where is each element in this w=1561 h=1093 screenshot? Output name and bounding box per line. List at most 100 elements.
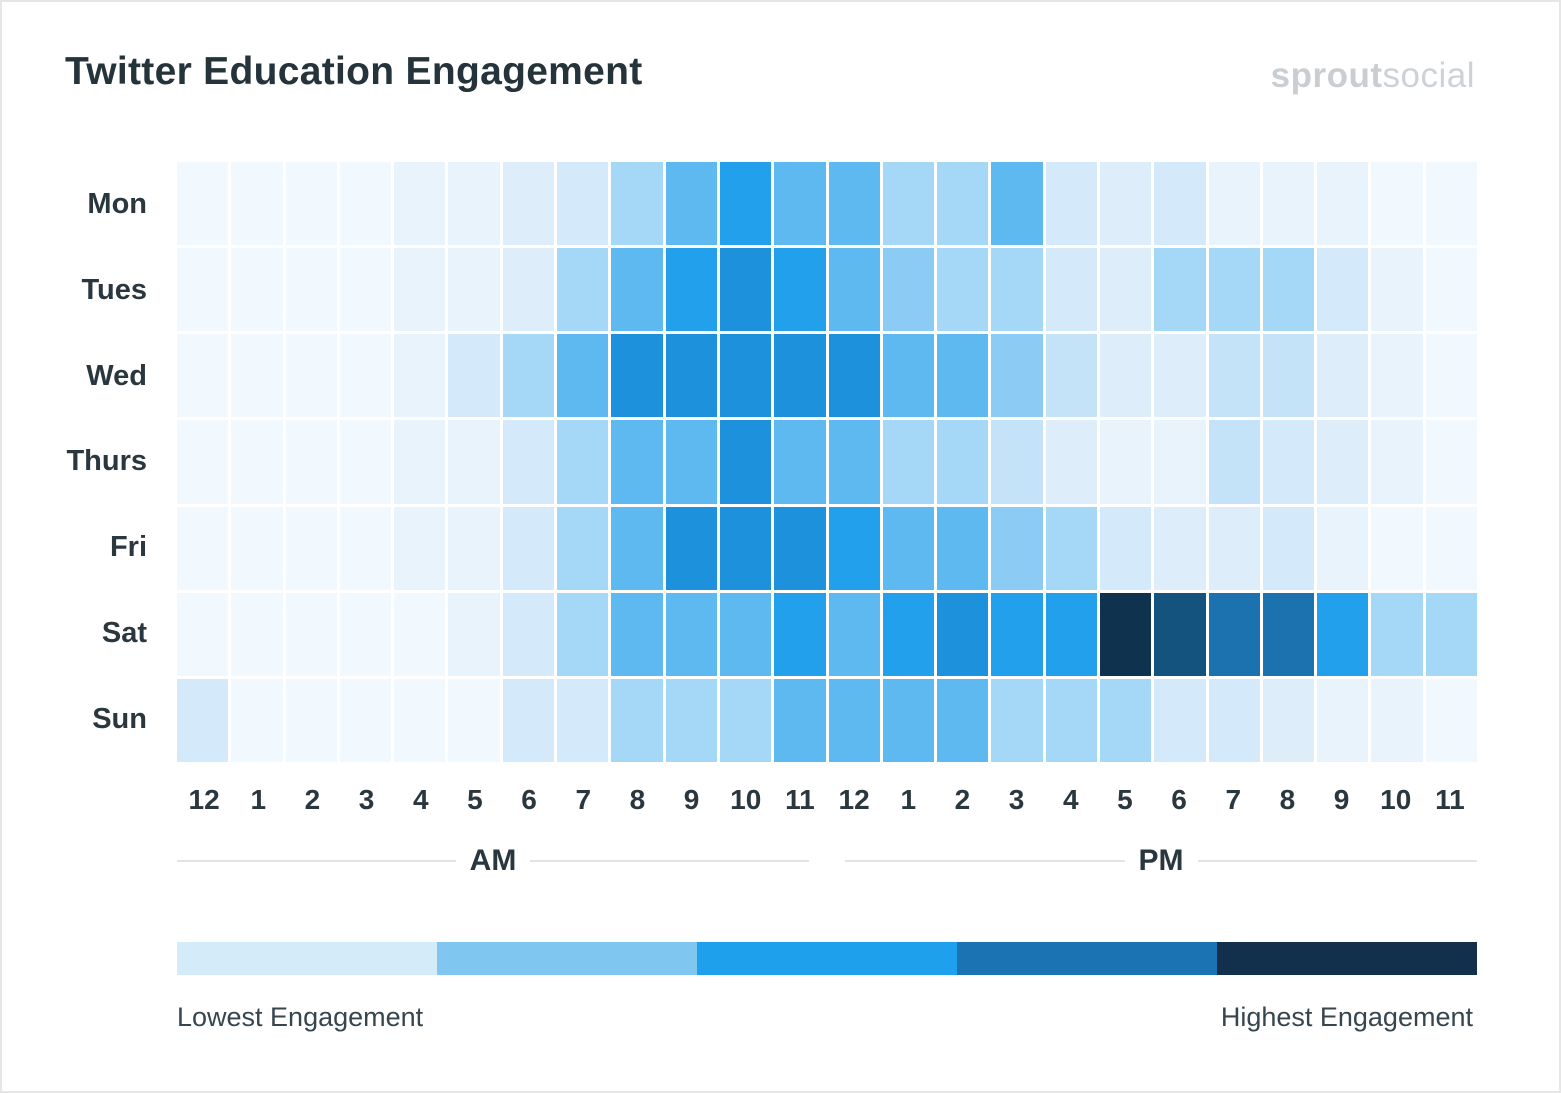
hour-label: 7: [575, 784, 592, 815]
heatmap-cell: [1208, 678, 1260, 762]
heatmap-cell: [1154, 248, 1206, 332]
heatmap-cell: [991, 592, 1043, 676]
heatmap-cell: [828, 678, 880, 762]
period-axis: AM PM: [177, 840, 1477, 882]
heatmap-cell: [1099, 506, 1152, 590]
heatmap-cell: [1045, 162, 1097, 246]
hour-label: 5: [1117, 784, 1133, 815]
heatmap-cell: [882, 506, 935, 590]
hour-label: 7: [1225, 784, 1242, 815]
heatmap-cell: [991, 678, 1043, 762]
heatmap-cell: [774, 162, 826, 246]
heatmap-cell: [177, 592, 229, 676]
heatmap-cell: [611, 420, 663, 504]
heatmap: [177, 162, 1477, 762]
heatmap-cell: [719, 162, 772, 246]
heatmap-cell: [882, 334, 935, 418]
heatmap-cell: [285, 506, 337, 590]
heatmap-cell: [828, 420, 880, 504]
heatmap-cell: [394, 248, 446, 332]
heatmap-cell: [611, 162, 663, 246]
day-label: Sat: [101, 616, 147, 649]
hour-label: 6: [1171, 784, 1187, 815]
am-period: AM: [177, 840, 809, 882]
heatmap-cell: [828, 334, 880, 418]
heatmap-cell: [285, 334, 337, 418]
am-divider-line: [177, 860, 456, 862]
day-label: Sun: [92, 702, 147, 735]
heatmap-cell: [557, 162, 609, 246]
heatmap-cell: [774, 420, 826, 504]
heatmap-cell: [1045, 678, 1097, 762]
heatmap-cell: [1425, 678, 1477, 762]
hour-label: 1: [250, 784, 267, 815]
hour-axis: 12 1 2 3 4 5 6 7 8 9 10 11 12 1 2 3 4 5 6 7 8 9 10 11: [177, 784, 1477, 816]
heatmap-cell: [394, 678, 446, 762]
heatmap-cell: [828, 592, 880, 676]
heatmap-cell: [231, 420, 283, 504]
hour-label: 5: [467, 784, 483, 815]
heatmap-cell: [1154, 420, 1206, 504]
heatmap-cell: [1045, 420, 1097, 504]
heatmap-cell: [611, 248, 663, 332]
heatmap-cell: [339, 420, 392, 504]
heatmap-cell: [937, 248, 989, 332]
heatmap-cell: [339, 162, 392, 246]
heatmap-cell: [774, 248, 826, 332]
heatmap-cell: [1317, 248, 1369, 332]
hour-label: 4: [412, 784, 429, 815]
heatmap-cell: [394, 420, 446, 504]
heatmap-cell: [1099, 678, 1152, 762]
heatmap-cell: [231, 248, 283, 332]
heatmap-cell: [1371, 162, 1423, 246]
hour-label: 2: [954, 784, 971, 815]
heatmap-cell: [1099, 248, 1152, 332]
heatmap-cell: [1262, 678, 1315, 762]
heatmap-cell: [882, 592, 935, 676]
hour-label: 11: [785, 784, 815, 815]
heatmap-cell: [882, 678, 935, 762]
day-label: Thurs: [66, 445, 147, 478]
heatmap-cell: [339, 678, 392, 762]
hour-label: 11: [1435, 784, 1465, 815]
heatmap-cell: [339, 592, 392, 676]
heatmap-cell: [882, 248, 935, 332]
am-label: AM: [469, 844, 517, 877]
sproutsocial-logo: sproutsocial: [1271, 56, 1475, 96]
heatmap-cell: [1262, 162, 1315, 246]
heatmap-cell: [937, 162, 989, 246]
heatmap-cell: [339, 334, 392, 418]
heatmap-cell: [557, 592, 609, 676]
heatmap-cell: [665, 678, 717, 762]
heatmap-cell: [177, 248, 229, 332]
heatmap-cell: [882, 162, 935, 246]
hour-label: 8: [629, 784, 646, 815]
legend-segment: [177, 942, 437, 975]
hour-label: 3: [358, 784, 375, 815]
heatmap-cell: [177, 334, 229, 418]
heatmap-cell: [394, 506, 446, 590]
heatmap-cell: [1262, 506, 1315, 590]
heatmap-cell: [1154, 506, 1206, 590]
hour-label: 1: [900, 784, 917, 815]
legend-segment: [1217, 942, 1477, 975]
heatmap-cell: [285, 678, 337, 762]
am-divider-line: [530, 860, 809, 862]
heatmap-cell: [502, 592, 555, 676]
heatmap-cell: [1154, 334, 1206, 418]
heatmap-cell: [285, 592, 337, 676]
logo-social-text: social: [1382, 56, 1475, 95]
heatmap-cell: [828, 506, 880, 590]
hour-label: 12: [838, 784, 870, 815]
heatmap-cell: [937, 334, 989, 418]
heatmap-cell: [231, 162, 283, 246]
heatmap-cell: [774, 592, 826, 676]
legend-segment: [957, 942, 1217, 975]
heatmap-cell: [611, 334, 663, 418]
heatmap-cell: [1045, 248, 1097, 332]
hour-label: 3: [1008, 784, 1025, 815]
heatmap-cell: [1425, 162, 1477, 246]
heatmap-cell: [774, 506, 826, 590]
day-label: Fri: [109, 531, 147, 564]
heatmap-cell: [719, 248, 772, 332]
